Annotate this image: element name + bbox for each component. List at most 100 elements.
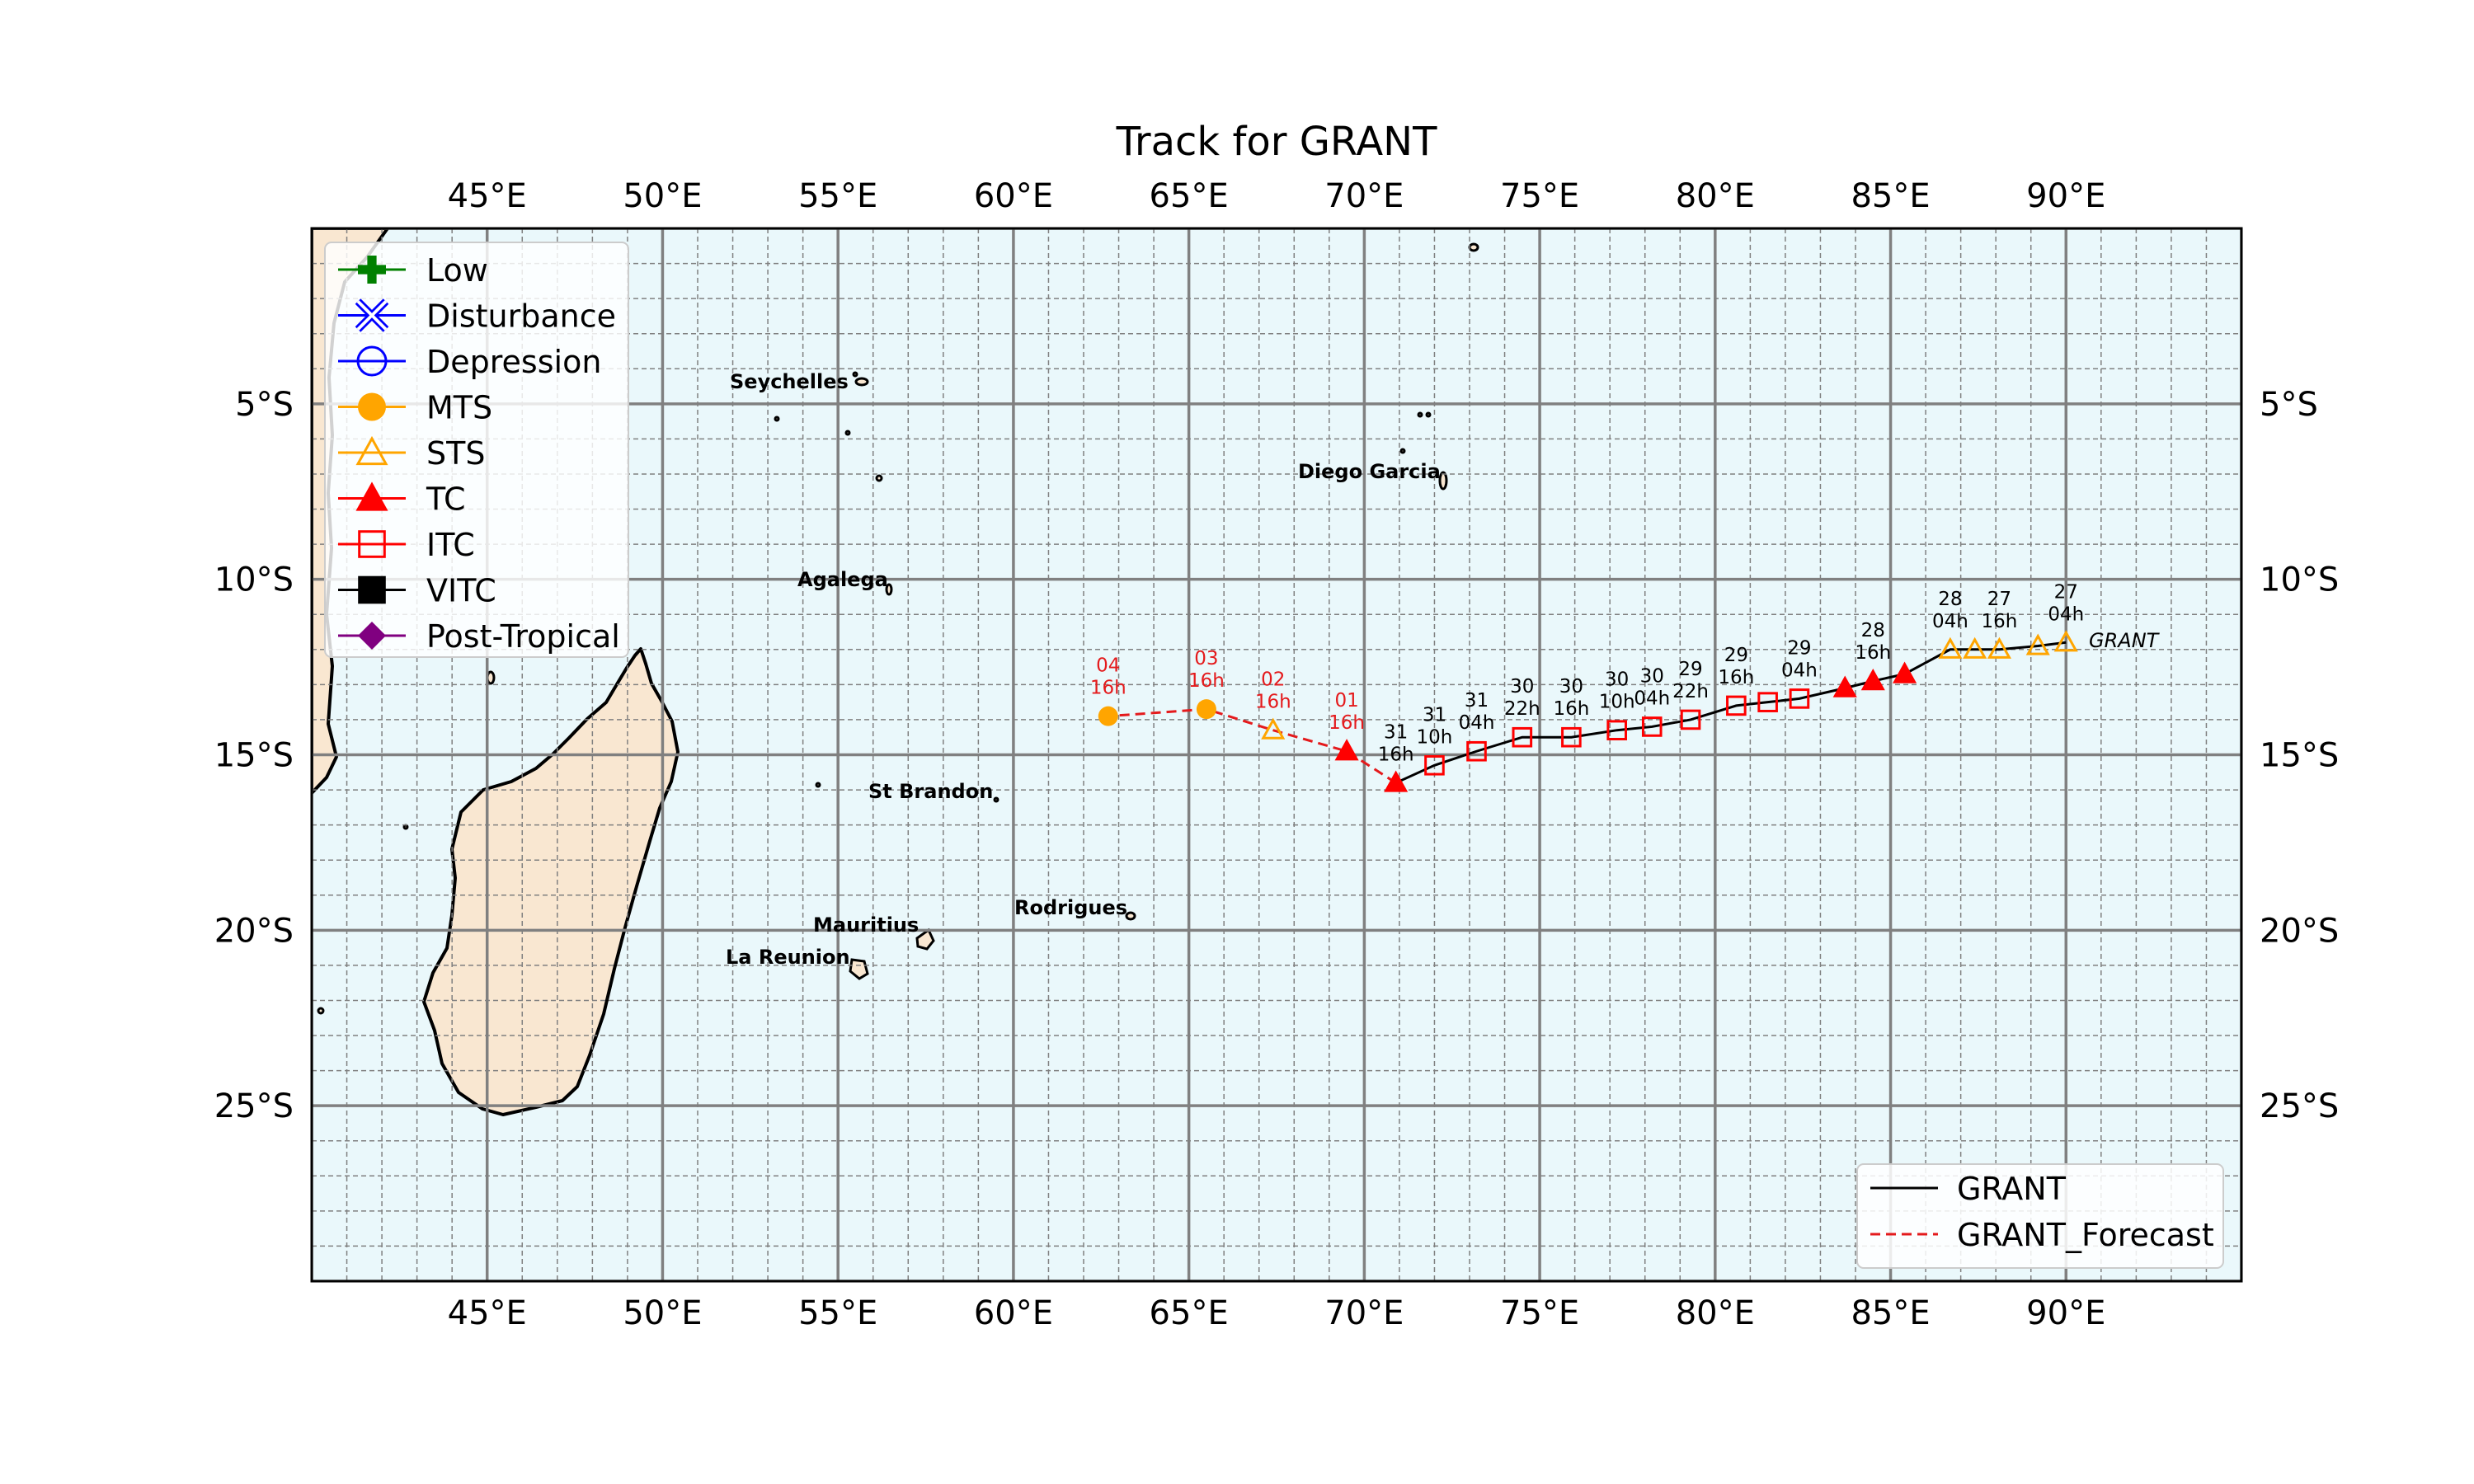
track-label-day: 31 (1423, 704, 1446, 726)
lon-tick-label-bottom: 80°E (1676, 1294, 1755, 1332)
track-label-hour: 16h (1378, 744, 1414, 766)
track-label-hour: 04h (1634, 688, 1670, 709)
place-labels: Seychelles Diego Garcia Agalega St Brand… (726, 370, 1441, 969)
lat-tick-label-right: 10°S (2260, 561, 2339, 599)
track-label-day: 30 (1640, 665, 1664, 687)
legend-marker-disturbance (355, 298, 389, 332)
track-label-hour: 04h (1781, 660, 1818, 681)
legend-label-disturbance: Disturbance (426, 298, 616, 335)
category-legend-box (324, 242, 629, 658)
lon-tick-label-top: 75°E (1500, 177, 1579, 215)
track-point-tc (1334, 739, 1359, 761)
track-point-sts (2053, 630, 2078, 652)
track-label-hour: 16h (1188, 670, 1225, 692)
track-label-hour: 16h (1329, 712, 1365, 734)
track-label-day: 04 (1096, 655, 1120, 677)
track-label-day: 02 (1261, 669, 1285, 691)
lat-tick-label-right: 20°S (2260, 912, 2339, 950)
track-point-sts (1261, 717, 1286, 740)
track-label-hour: 16h (1255, 692, 1291, 713)
legend-label-tc: TC (426, 481, 466, 518)
observed-track-line (1395, 641, 2067, 784)
track-label-day: 30 (1559, 676, 1583, 697)
track-label-day: 30 (1510, 676, 1534, 697)
track-point-tc (1893, 661, 1917, 683)
lat-tick-label-left: 20°S (214, 912, 294, 950)
track-label-day: 28 (1861, 620, 1885, 641)
track-label-day: 29 (1678, 659, 1702, 680)
lon-tick-label-top: 85°E (1851, 177, 1930, 215)
lat-tick-label-right: 15°S (2260, 737, 2339, 775)
lon-tick-label-bottom: 45°E (448, 1294, 527, 1332)
place-label-rodrigues: Rodrigues (1014, 896, 1127, 919)
legend-label-low: Low (426, 252, 488, 289)
legend-label-grant: GRANT (1957, 1171, 2067, 1207)
track-point-tc (1832, 675, 1857, 697)
map-frame (310, 227, 2243, 1283)
place-label-la-reunion: La Reunion (726, 946, 850, 969)
track-label-hour: 16h (1982, 611, 2018, 632)
place-label-seychelles: Seychelles (730, 370, 849, 393)
lon-tick-label-bottom: 90°E (2026, 1294, 2105, 1332)
legend-label-vitc: VITC (426, 573, 496, 609)
track-label-hour: 16h (1090, 678, 1126, 699)
lat-tick-label-right: 5°S (2260, 386, 2318, 424)
track-point-sts (1987, 636, 2011, 659)
track-time-labels: 2704h2716h2804h2816h2904h2916h2922h3004h… (1090, 581, 2084, 765)
track-label-day: 03 (1194, 648, 1218, 669)
track-point-itc (1789, 688, 1810, 709)
track-legend: GRANT GRANT_Forecast (1856, 1163, 2224, 1269)
lon-tick-label-top: 70°E (1324, 177, 1404, 215)
storm-name-label: GRANT (2089, 629, 2161, 652)
lat-tick-label-left: 25°S (214, 1087, 294, 1125)
legend-label-depression: Depression (426, 344, 601, 380)
lon-tick-label-top: 60°E (974, 177, 1053, 215)
legend-marker-post-tropical (358, 622, 386, 650)
track-label-hour: 16h (1855, 642, 1891, 664)
lon-tick-label-top: 65°E (1150, 177, 1229, 215)
lon-tick-label-top: 45°E (448, 177, 527, 215)
track-label-day: 30 (1605, 669, 1629, 691)
track-label-day: 31 (1384, 722, 1408, 744)
track-label-hour: 16h (1718, 667, 1754, 688)
legend-label-grant-forecast: GRANT_Forecast (1957, 1217, 2214, 1253)
track-label-hour: 22h (1672, 681, 1709, 702)
legend-label-sts: STS (426, 435, 485, 472)
track-label-day: 27 (2054, 581, 2078, 603)
track-markers (1098, 630, 2078, 792)
track-point-itc (1512, 726, 1533, 748)
track-point-itc (1424, 754, 1445, 776)
lon-tick-label-top: 90°E (2026, 177, 2105, 215)
track-point-tc (1860, 669, 1885, 691)
track-point-mts (1098, 706, 1118, 726)
lon-tick-label-bottom: 60°E (974, 1294, 1053, 1332)
track-label-hour: 04h (1932, 611, 1968, 632)
track-point-sts (1938, 636, 1963, 659)
axis-tick-labels: 45°E 45°E 50°E 50°E 55°E 55°E 60°E 60°E 65°E 65°E… (214, 177, 2340, 1332)
legend-marker-low (358, 256, 387, 284)
track-label-day: 28 (1938, 589, 1962, 610)
lon-tick-label-bottom: 65°E (1150, 1294, 1229, 1332)
track-point-itc (1641, 716, 1663, 737)
lon-tick-label-bottom: 85°E (1851, 1294, 1930, 1332)
legend-marker-mts (358, 392, 386, 421)
lon-tick-label-bottom: 75°E (1500, 1294, 1579, 1332)
track-point-itc (1726, 695, 1747, 716)
lon-tick-label-bottom: 50°E (623, 1294, 702, 1332)
track-label-hour: 10h (1599, 692, 1635, 713)
track-label-hour: 10h (1417, 726, 1453, 748)
legend-marker-tc (355, 481, 388, 511)
legend-marker-depression (356, 345, 388, 377)
track-point-itc (1757, 692, 1778, 712)
place-label-mauritius: Mauritius (813, 913, 919, 937)
lat-tick-label-left: 10°S (214, 561, 294, 599)
track-label-hour: 16h (1553, 698, 1589, 720)
track-label-hour: 04h (2048, 603, 2084, 625)
place-label-st-brandon: St Brandon (868, 780, 993, 803)
lon-tick-label-top: 80°E (1676, 177, 1755, 215)
track-label-hour: 04h (1459, 712, 1495, 734)
legend-label-itc: ITC (426, 527, 475, 563)
track-label-day: 31 (1465, 690, 1489, 711)
track-label-day: 01 (1334, 690, 1358, 711)
